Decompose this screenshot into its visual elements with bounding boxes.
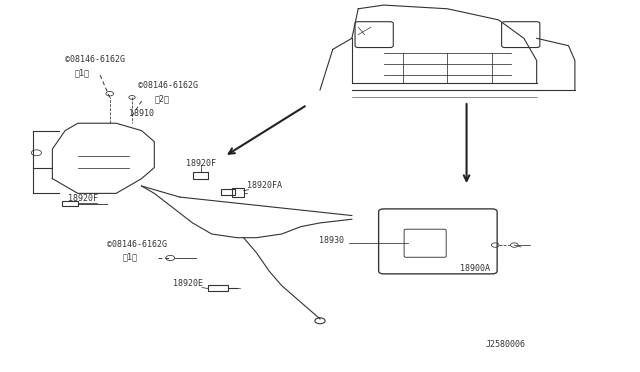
Text: ©08146-6162G: ©08146-6162G <box>138 81 198 90</box>
Text: J2580006: J2580006 <box>486 340 525 349</box>
Bar <box>232 188 244 197</box>
Text: ©08146-6162G: ©08146-6162G <box>106 240 166 249</box>
Bar <box>62 201 78 206</box>
Text: 18920F: 18920F <box>68 194 99 203</box>
Bar <box>193 172 209 179</box>
Text: （1）: （1） <box>75 68 90 77</box>
Text: ©08146-6162G: ©08146-6162G <box>65 55 125 64</box>
Bar <box>209 285 228 291</box>
Text: 18910: 18910 <box>129 109 154 118</box>
Text: （2）: （2） <box>154 94 170 103</box>
Text: 18920F: 18920F <box>186 159 216 168</box>
Bar <box>221 189 236 195</box>
Text: 18900A: 18900A <box>460 264 490 273</box>
Text: （1）: （1） <box>122 253 138 262</box>
Text: 18920FA: 18920FA <box>246 181 282 190</box>
Text: 18930: 18930 <box>319 236 344 245</box>
Text: 18920E: 18920E <box>173 279 204 288</box>
